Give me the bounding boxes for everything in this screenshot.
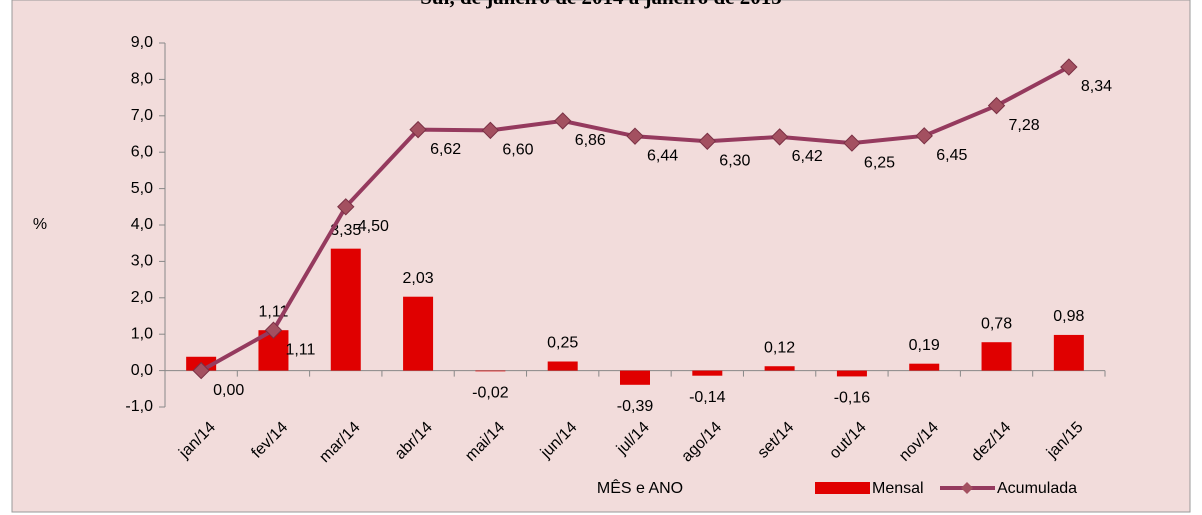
line-value-label: 0,00 — [213, 382, 244, 399]
bar-value-label: 2,03 — [403, 270, 434, 287]
bar-value-label: 0,19 — [909, 337, 940, 354]
y-tick-label: 6,0 — [131, 143, 153, 160]
line-value-label: 6,45 — [936, 147, 967, 164]
bar — [403, 296, 434, 371]
bar — [475, 370, 506, 372]
bar-value-label: 0,25 — [547, 335, 578, 352]
line-value-label: 6,25 — [864, 154, 895, 171]
line-marker — [481, 121, 500, 140]
bar — [981, 342, 1012, 371]
bar — [547, 361, 578, 371]
line-value-label: 4,50 — [358, 218, 389, 235]
line-marker — [264, 321, 283, 339]
x-axis-label: MÊS e ANO — [597, 478, 683, 497]
bar-value-label: 0,98 — [1053, 308, 1084, 325]
y-tick-label: 1,0 — [131, 325, 153, 342]
line-value-label: 1,11 — [285, 341, 315, 358]
y-tick-label: 9,0 — [131, 34, 153, 51]
y-tick-label: 0,0 — [131, 362, 153, 379]
line-marker — [626, 127, 644, 145]
y-tick-label: 3,0 — [131, 253, 153, 270]
bar-value-label: -0,16 — [834, 390, 871, 407]
chart-title: Sul, de janeiro de 2014 a janeiro de 201… — [420, 0, 781, 9]
legend-label: Mensal — [872, 480, 924, 497]
bar-value-label: 0,12 — [764, 339, 795, 356]
bar — [764, 366, 795, 371]
line-value-label: 6,44 — [647, 147, 678, 164]
bar — [1053, 334, 1084, 371]
bar — [330, 248, 361, 371]
y-tick-label: -1,0 — [125, 398, 153, 415]
line-marker — [1060, 58, 1078, 76]
bar — [692, 370, 723, 376]
bar-value-label: -0,39 — [617, 398, 654, 415]
legend-swatch — [815, 482, 870, 494]
bar — [620, 370, 650, 385]
line-value-label: 6,60 — [502, 142, 533, 159]
line-marker — [770, 128, 789, 146]
bar-value-label: -0,02 — [472, 385, 509, 402]
line-value-label: 6,62 — [430, 141, 461, 158]
bar-value-label: -0,14 — [689, 389, 726, 406]
line-marker — [915, 127, 933, 145]
bar — [909, 363, 940, 371]
bar-value-label: 3,35 — [330, 222, 361, 239]
y-tick-label: 8,0 — [131, 71, 153, 88]
line-marker — [409, 120, 427, 139]
bar-value-label: 0,78 — [981, 315, 1012, 332]
y-tick-label: 7,0 — [131, 107, 153, 124]
line-value-label: 6,86 — [575, 132, 606, 149]
y-axis-label: % — [33, 216, 47, 233]
line-marker — [843, 134, 861, 152]
bar — [836, 370, 867, 377]
y-tick-label: 5,0 — [131, 180, 153, 197]
y-tick-label: 2,0 — [131, 289, 153, 306]
legend-marker — [961, 482, 973, 494]
line-value-label: 8,34 — [1081, 78, 1112, 95]
chart-background — [11, 0, 1191, 513]
line-marker — [553, 112, 572, 130]
y-tick-label: 4,0 — [131, 216, 153, 233]
line-value-label: 6,42 — [792, 148, 823, 165]
line-value-label: 7,28 — [1009, 117, 1040, 134]
line-value-label: 6,30 — [719, 152, 750, 169]
line-marker — [337, 198, 355, 216]
legend-label: Acumulada — [997, 480, 1077, 497]
line-marker — [192, 361, 210, 380]
line-marker — [698, 132, 717, 150]
line-marker — [987, 96, 1006, 115]
